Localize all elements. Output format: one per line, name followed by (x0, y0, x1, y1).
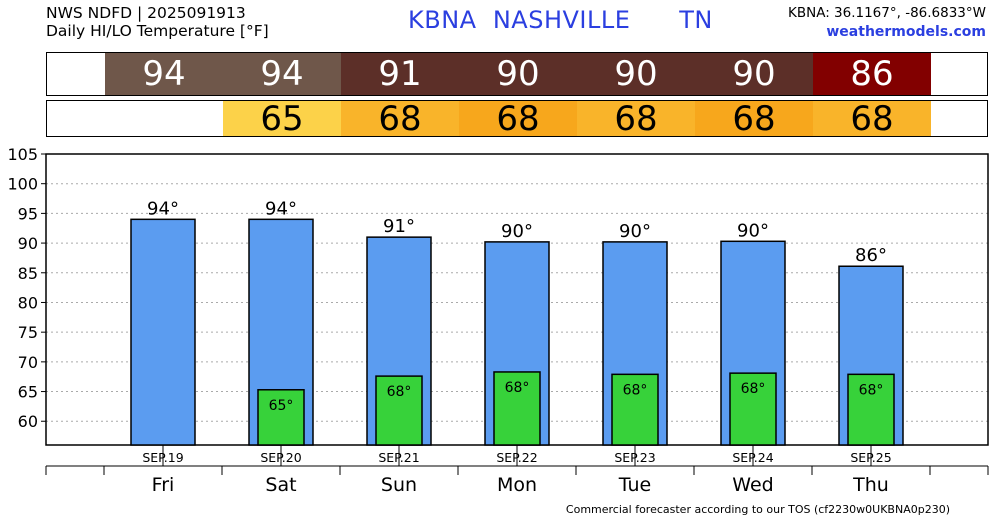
hi-strip-cell-3: 91 (341, 53, 459, 95)
lo-bar-label-SEP.24: 68° (741, 381, 766, 397)
date-label-SEP.23: SEP.23 (614, 450, 655, 465)
y-tick-label-65: 65 (18, 383, 38, 402)
station-name: NASHVILLE (492, 6, 631, 34)
y-tick-label-75: 75 (18, 323, 38, 342)
y-tick-label-90: 90 (18, 234, 38, 253)
day-label-Mon: Mon (497, 474, 537, 496)
hi-bar-label-SEP.20: 94° (265, 198, 297, 219)
lo-bar-label-SEP.20: 65° (269, 398, 294, 414)
y-tick-label-85: 85 (18, 264, 38, 283)
station-id: KBNA (408, 6, 477, 34)
station-coords: KBNA: 36.1167°, -86.6833°W (787, 5, 986, 21)
lo-bar-label-SEP.22: 68° (505, 380, 530, 396)
product-line: NWS NDFD | 2025091913 (46, 4, 246, 22)
y-tick-label-100: 100 (7, 175, 38, 194)
lo-bar-label-SEP.21: 68° (387, 384, 412, 400)
date-label-SEP.21: SEP.21 (378, 450, 419, 465)
day-label-Tue: Tue (618, 474, 651, 496)
lo-temperature-strip: 65 68 68 68 68 68 (46, 99, 988, 139)
station-title: KBNA NASHVILLE TN (408, 6, 713, 34)
y-tick-label-60: 60 (18, 412, 38, 431)
lo-strip-cell-1 (105, 101, 223, 136)
hi-strip-cell-7: 86 (813, 53, 931, 95)
date-label-SEP.20: SEP.20 (260, 450, 301, 465)
footer-note: Commercial forecaster according to our T… (565, 503, 950, 516)
lo-strip-cell-6: 68 (695, 99, 813, 139)
day-label-Sun: Sun (381, 474, 417, 496)
date-label-SEP.25: SEP.25 (850, 450, 891, 465)
hi-bar-label-SEP.23: 90° (619, 221, 651, 242)
station-info: KBNA: 36.1167°, -86.6833°W weathermodels… (788, 4, 986, 42)
product-title: Daily HI/LO Temperature [°F] (46, 22, 269, 40)
lo-strip-cell-3: 68 (341, 99, 459, 139)
day-label-Thu: Thu (852, 474, 889, 496)
lo-strip-cell-7: 68 (813, 99, 931, 139)
hi-bar-label-SEP.22: 90° (501, 221, 533, 242)
day-label-Wed: Wed (732, 474, 773, 496)
day-label-Fri: Fri (152, 474, 175, 496)
y-tick-label-105: 105 (7, 145, 38, 164)
lo-bar-SEP.21 (375, 375, 423, 446)
lo-strip-cell-4: 68 (459, 99, 577, 139)
y-tick-label-70: 70 (18, 353, 38, 372)
hi-strip-cell-6: 90 (695, 53, 813, 95)
hi-strip-cell-1: 94 (105, 53, 223, 95)
lo-bar-label-SEP.25: 68° (859, 382, 884, 398)
hi-temperature-strip: 94 94 91 90 90 90 86 (46, 52, 988, 96)
hi-strip-cell-2: 94 (223, 53, 341, 95)
date-label-SEP.22: SEP.22 (496, 450, 537, 465)
date-label-SEP.19: SEP.19 (142, 450, 183, 465)
product-header: NWS NDFD | 2025091913 Daily HI/LO Temper… (46, 4, 269, 40)
lo-strip-cell-5: 68 (577, 99, 695, 139)
y-tick-label-95: 95 (18, 204, 38, 223)
lo-bar-SEP.20 (257, 389, 305, 446)
hi-bar-label-SEP.19: 94° (147, 198, 179, 219)
day-label-Sat: Sat (265, 474, 296, 496)
lo-bar-SEP.23 (611, 373, 659, 446)
hi-bar-label-SEP.25: 86° (855, 245, 887, 266)
hi-bar-SEP.19 (130, 218, 196, 446)
lo-strip-cell-2: 65 (223, 99, 341, 139)
hi-bar-label-SEP.21: 91° (383, 216, 415, 237)
hi-strip-cell-5: 90 (577, 53, 695, 95)
station-state: TN (679, 6, 713, 34)
site-link[interactable]: weathermodels.com (826, 24, 986, 40)
date-label-SEP.24: SEP.24 (732, 450, 773, 465)
lo-bar-label-SEP.23: 68° (623, 382, 648, 398)
y-tick-label-80: 80 (18, 293, 38, 312)
hi-strip-cell-4: 90 (459, 53, 577, 95)
hi-bar-label-SEP.24: 90° (737, 220, 769, 241)
